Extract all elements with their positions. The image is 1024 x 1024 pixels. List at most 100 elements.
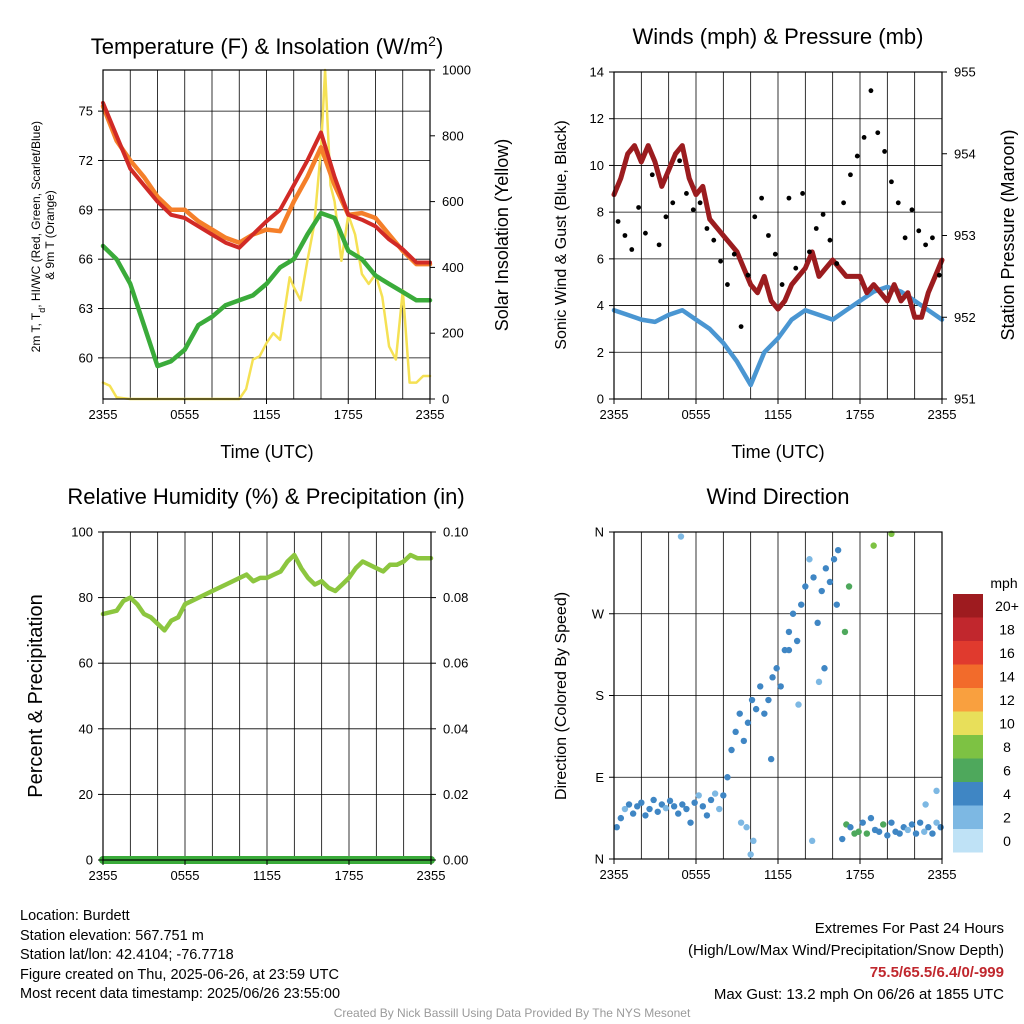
figure-created: Figure created on Thu, 2025-06-26, at 23… xyxy=(20,966,339,983)
direction-point xyxy=(929,830,936,837)
direction-point xyxy=(855,828,862,835)
direction-point xyxy=(724,774,731,781)
gust-point xyxy=(800,191,805,196)
y-tick-label-left: 100 xyxy=(71,525,93,540)
y-tick-label-left: E xyxy=(595,770,604,785)
direction-point xyxy=(785,628,793,636)
sonic-wind-line xyxy=(611,284,945,388)
colorbar-label: 8 xyxy=(1003,739,1011,755)
gust-point xyxy=(670,200,676,206)
direction-point xyxy=(921,828,928,835)
gust-point xyxy=(820,212,826,217)
y-tick-label-right: 600 xyxy=(442,194,464,209)
gust-point xyxy=(636,205,641,210)
colorbar-swatch xyxy=(953,829,983,853)
direction-point xyxy=(814,619,821,627)
direction-point xyxy=(937,824,944,831)
colorbar-label: 6 xyxy=(1003,762,1011,778)
direction-point xyxy=(818,587,825,595)
gust-point xyxy=(861,135,867,140)
gust-point xyxy=(827,237,833,243)
direction-series xyxy=(613,530,944,858)
x-tick-label: 0555 xyxy=(171,868,200,883)
direction-gridlines xyxy=(614,532,942,859)
direction-point xyxy=(847,824,854,831)
recent-timestamp: Most recent data timestamp: 2025/06/26 2… xyxy=(20,986,341,1002)
direction-point xyxy=(625,801,633,808)
direction-point xyxy=(795,701,802,708)
x-tick-label: 1755 xyxy=(335,868,364,883)
gust-point xyxy=(759,195,764,201)
x-tick-label: 1755 xyxy=(334,407,363,422)
direction-point xyxy=(925,824,932,831)
colorbar-swatch xyxy=(953,735,983,759)
gust-point xyxy=(889,179,894,185)
gust-point xyxy=(834,261,840,266)
station-location: Location: Burdett xyxy=(20,908,130,924)
y-tick-label-right: 952 xyxy=(954,310,976,325)
speed-colorbar: 20+ 18 16 14 12 10 8 6 4 2 0 xyxy=(953,594,1019,853)
direction-point xyxy=(912,830,920,837)
x-tick-label: 1155 xyxy=(764,407,792,422)
gust-point xyxy=(807,249,812,255)
y-tick-label-right: 951 xyxy=(954,392,976,407)
direction-point xyxy=(629,810,637,817)
y-tick-label-right: 0.08 xyxy=(443,590,468,605)
temperature-panel: Temperature (F) & Insolation (W/m2) 2355… xyxy=(29,33,512,462)
direction-point xyxy=(703,812,711,819)
x-tick-label: 0555 xyxy=(170,407,199,422)
gust-point xyxy=(622,233,628,238)
direction-point xyxy=(922,801,929,808)
direction-point xyxy=(841,628,849,636)
gust-point xyxy=(895,200,901,206)
colorbar-label: 2 xyxy=(1003,809,1011,825)
y-tick-label-left: 20 xyxy=(79,787,93,802)
direction-point xyxy=(777,683,784,690)
gust-point xyxy=(909,207,915,213)
direction-point xyxy=(757,683,764,690)
extremes-block: Extremes For Past 24 Hours (High/Low/Max… xyxy=(688,918,1004,1006)
colorbar-label: 16 xyxy=(999,645,1015,661)
y-tick-label-left: 14 xyxy=(590,65,604,80)
credit-line: Created By Nick Bassill Using Data Provi… xyxy=(333,1006,691,1020)
temperature-xlabel: Time (UTC) xyxy=(220,442,313,462)
direction-point xyxy=(707,796,715,804)
direction-point xyxy=(699,803,707,810)
gust-point xyxy=(854,153,860,159)
wind-xlabel: Time (UTC) xyxy=(731,442,824,462)
gust-point xyxy=(930,235,935,241)
gust-point xyxy=(684,191,689,196)
wind-ylabel-right: Station Pressure (Maroon) xyxy=(998,129,1018,340)
direction-point xyxy=(720,792,727,799)
gust-point xyxy=(649,172,655,178)
y-tick-label-left: 75 xyxy=(79,104,93,119)
gust-point xyxy=(848,172,853,178)
colorbar-label: 4 xyxy=(1003,786,1011,802)
gust-point xyxy=(745,272,751,278)
temp-9m-line xyxy=(100,103,433,267)
temp-2m-line xyxy=(101,100,432,265)
x-tick-label: 2355 xyxy=(89,868,118,883)
direction-point xyxy=(863,830,871,837)
y-tick-label-left: 63 xyxy=(79,301,93,316)
y-tick-label-right: 800 xyxy=(442,128,464,143)
colorbar-label: 18 xyxy=(999,621,1015,637)
wind-panel-title: Winds (mph) & Pressure (mb) xyxy=(633,24,924,49)
direction-point xyxy=(748,696,756,704)
temperature-series xyxy=(100,68,433,401)
x-tick-label: 1155 xyxy=(764,867,792,882)
x-tick-label: 2355 xyxy=(416,407,445,422)
colorbar-swatch xyxy=(953,641,983,665)
y-tick-label-right: 1000 xyxy=(442,63,471,78)
direction-point xyxy=(687,819,694,826)
x-tick-label: 2355 xyxy=(89,407,118,422)
direction-point xyxy=(744,719,752,726)
y-tick-label-left: 4 xyxy=(597,298,604,313)
y-tick-label-left: 60 xyxy=(79,656,93,671)
x-tick-label: 1755 xyxy=(846,407,875,422)
direction-point xyxy=(769,674,776,681)
direction-point xyxy=(793,637,801,645)
extremes-subheading: (High/Low/Max Wind/Precipitation/Snow De… xyxy=(688,942,1004,959)
direction-point xyxy=(880,821,887,828)
